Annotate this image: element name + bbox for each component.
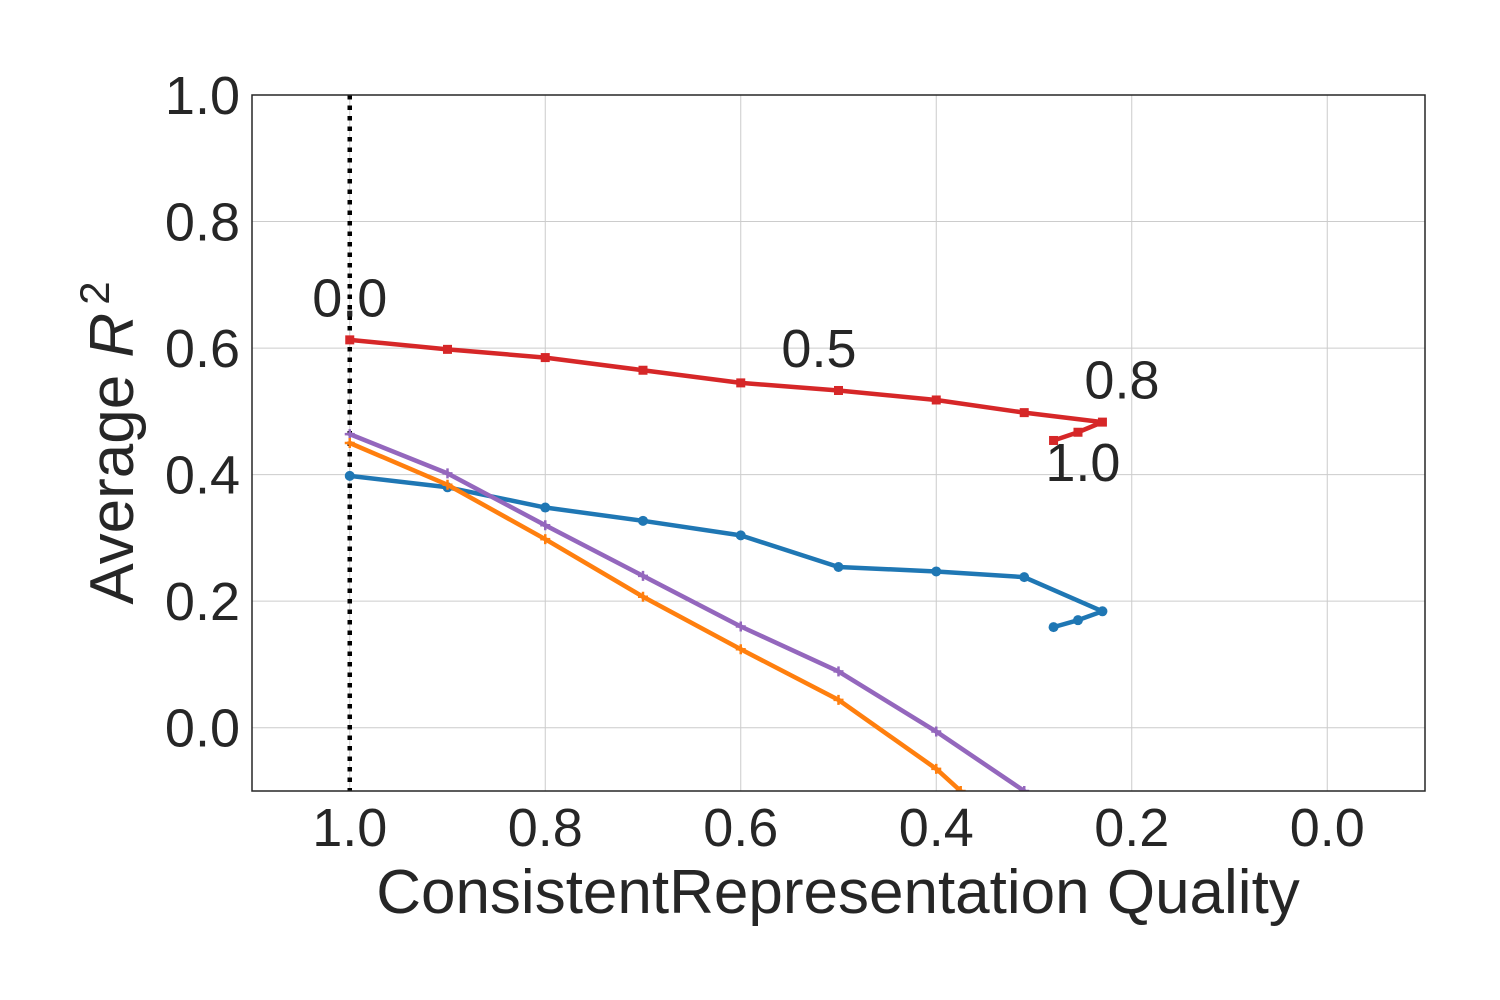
x-axis-title: ConsistentRepresentation Quality bbox=[376, 858, 1300, 927]
data-point bbox=[540, 353, 550, 363]
data-point bbox=[638, 515, 648, 526]
data-point bbox=[442, 479, 453, 490]
data-point bbox=[1019, 408, 1029, 418]
data-point bbox=[1097, 417, 1107, 427]
y-tick-label: 1.0 bbox=[165, 66, 240, 126]
y-tick-label: 0.6 bbox=[165, 319, 240, 379]
data-point bbox=[638, 591, 648, 602]
x-tick-label: 1.0 bbox=[312, 798, 387, 858]
data-point bbox=[1097, 606, 1108, 617]
data-point bbox=[735, 621, 746, 632]
data-point bbox=[833, 666, 844, 677]
data-point bbox=[638, 570, 648, 581]
data-point bbox=[931, 395, 941, 405]
x-tick-label: 0.2 bbox=[1094, 798, 1169, 858]
data-point bbox=[833, 694, 844, 705]
data-point bbox=[540, 502, 551, 513]
data-point bbox=[833, 562, 844, 573]
data-point bbox=[1048, 622, 1059, 633]
grid bbox=[252, 94, 1425, 791]
data-point bbox=[834, 385, 843, 395]
x-tick-label: 0.6 bbox=[703, 798, 778, 858]
y-tick-label: 0.0 bbox=[165, 699, 240, 759]
y-tick-labels: 0.0 0.2 0.4 0.6 0.8 1.0 bbox=[165, 66, 240, 759]
series-line-2 bbox=[347, 431, 1027, 791]
data-point bbox=[735, 644, 746, 655]
data-point bbox=[540, 520, 551, 531]
annotation-label: 1.0 bbox=[1045, 433, 1120, 493]
data-point bbox=[345, 335, 355, 345]
data-point bbox=[442, 468, 453, 479]
data-point bbox=[443, 344, 452, 354]
annotation-label: 0.8 bbox=[1084, 351, 1159, 411]
annotation-label: 0.0 bbox=[312, 268, 387, 328]
series-line-3 bbox=[347, 440, 963, 791]
data-point bbox=[1073, 427, 1083, 437]
data-point bbox=[931, 566, 942, 577]
y-tick-label: 0.8 bbox=[165, 193, 240, 253]
data-point bbox=[540, 534, 551, 545]
plot-frame bbox=[251, 94, 1426, 792]
data-point bbox=[735, 530, 746, 541]
data-point bbox=[955, 786, 966, 791]
series-layer bbox=[344, 335, 1108, 791]
x-tick-label: 0.8 bbox=[508, 798, 583, 858]
data-point bbox=[1019, 786, 1030, 791]
data-point bbox=[344, 429, 355, 440]
data-point bbox=[1019, 572, 1030, 583]
y-tick-label: 0.4 bbox=[165, 446, 240, 506]
y-tick-label: 0.2 bbox=[165, 572, 240, 632]
y-axis-title: Average R2 bbox=[71, 281, 147, 604]
data-point bbox=[736, 378, 746, 388]
x-tick-label: 0.4 bbox=[899, 798, 974, 858]
x-tick-labels: 1.0 0.8 0.6 0.4 0.2 0.0 bbox=[312, 798, 1365, 858]
data-point bbox=[931, 763, 942, 774]
x-tick-label: 0.0 bbox=[1290, 798, 1365, 858]
annotation-label: 0.5 bbox=[781, 319, 856, 379]
series-line-1 bbox=[347, 473, 1105, 630]
series-line-0 bbox=[347, 337, 1105, 443]
data-point bbox=[1049, 435, 1059, 445]
data-point bbox=[1072, 615, 1083, 626]
data-point bbox=[344, 438, 355, 448]
annotations: 0.0 0.5 0.8 1.0 bbox=[312, 268, 1159, 493]
data-point bbox=[638, 365, 648, 375]
data-point bbox=[931, 726, 942, 737]
data-point bbox=[344, 470, 355, 481]
